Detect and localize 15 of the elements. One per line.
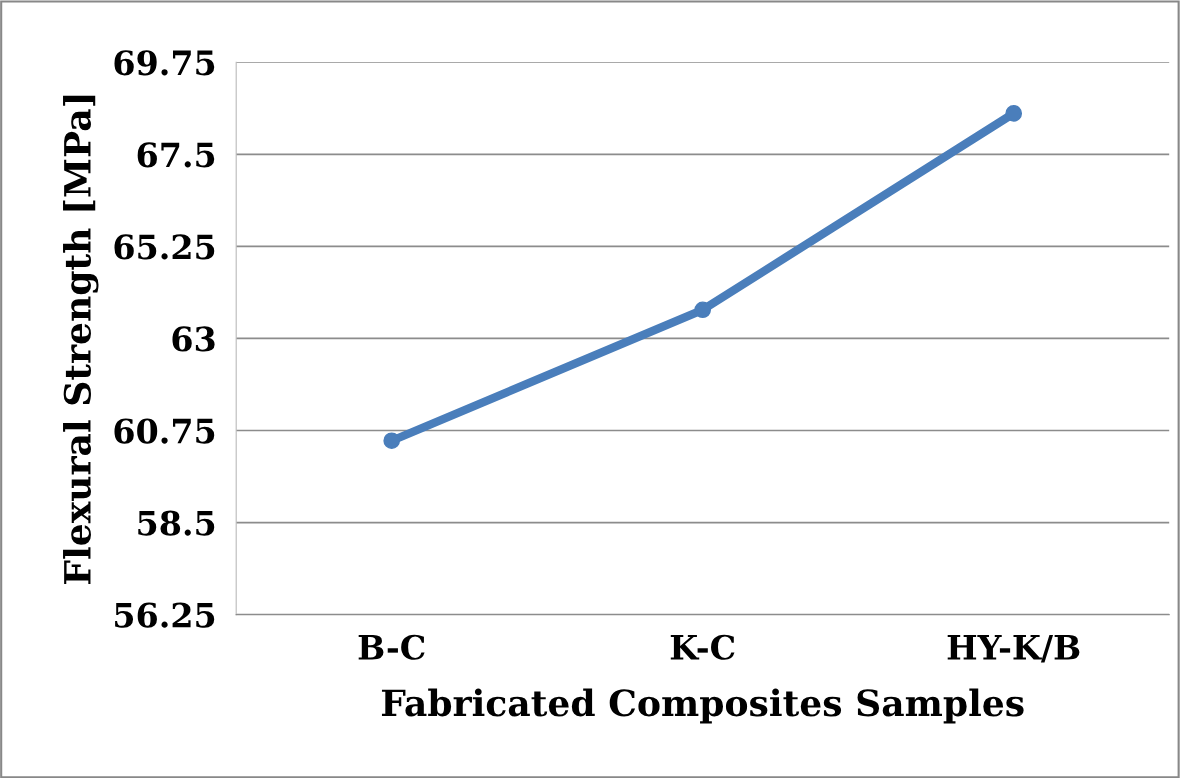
x-tick-label: HY-K/B	[947, 635, 1080, 663]
x-axis-title: Fabricated Composites Samples	[381, 688, 1024, 724]
y-tick-label: 65.25	[114, 234, 215, 260]
point	[1005, 105, 1023, 122]
y-tick-label: 63	[172, 326, 215, 352]
point	[694, 301, 712, 319]
x-tick-label: K-C	[670, 634, 735, 660]
x-tick-label: B-C	[358, 634, 425, 660]
y-tick-label: 58.5	[138, 510, 215, 536]
y-axis-title: Flexural Strength [MPa]	[63, 95, 99, 584]
y-tick-label: 69.75	[114, 50, 215, 76]
point	[383, 432, 401, 450]
y-tick-label: 67.5	[137, 142, 215, 168]
y-tick-label: 60.75	[114, 418, 215, 444]
y-tick-label: 56.25	[115, 602, 215, 628]
